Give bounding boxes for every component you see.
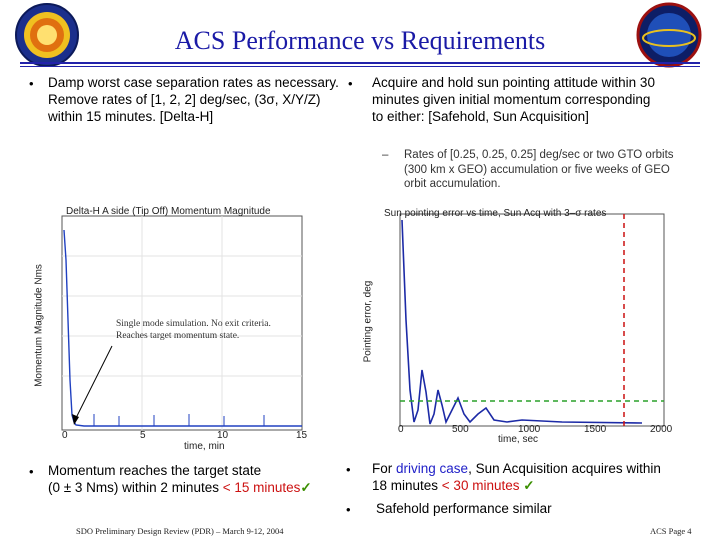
lws-logo xyxy=(636,2,702,68)
pointing-plot-xlabel: time, sec xyxy=(498,434,539,445)
footer-left: SDO Preliminary Design Review (PDR) – Ma… xyxy=(76,526,284,536)
bullet-marker: • xyxy=(348,76,353,91)
sub-bullet-marker: – xyxy=(382,149,389,161)
page-number: ACS Page 4 xyxy=(650,526,692,536)
momentum-plot-title: Delta-H A side (Tip Off) Momentum Magnit… xyxy=(66,206,271,217)
bullet-marker: • xyxy=(29,76,34,91)
requirement-rates-subtext: Rates of [0.25, 0.25, 0.25] deg/sec or t… xyxy=(404,149,674,190)
momentum-plot xyxy=(24,200,314,458)
momentum-plot-ylabel: Momentum Magnitude Nms xyxy=(33,264,45,387)
momentum-result-text: Momentum reaches the target state (0 ± 3… xyxy=(48,463,312,495)
pointing-error-plot xyxy=(362,200,672,450)
sun-acquisition-result-text: For driving case, Sun Acquisition acquir… xyxy=(372,461,661,493)
driving-case-highlight: driving case xyxy=(396,461,469,476)
momentum-plot-xticks: 0 5 10 15 xyxy=(62,430,308,441)
simulation-annotation: Single mode simulation. No exit criteria… xyxy=(116,319,271,341)
page-title: ACS Performance vs Requirements xyxy=(174,26,546,55)
title-divider-thin xyxy=(20,66,700,67)
bullet-marker: • xyxy=(346,502,351,517)
bullet-marker: • xyxy=(29,464,34,479)
pointing-plot-xticks: 0 500 1000 1500 2000 xyxy=(398,424,673,435)
momentum-requirement-highlight: < 15 minutes xyxy=(222,480,301,495)
requirement-damp-text: Damp worst case separation rates as nece… xyxy=(48,75,339,124)
bullet-marker: • xyxy=(346,462,351,477)
check-icon: ✓ xyxy=(300,480,312,495)
pointing-plot-ylabel: Pointing error, deg xyxy=(362,280,374,363)
momentum-plot-xlabel: time, min xyxy=(184,441,225,452)
pointing-plot-title: Sun pointing error vs time, Sun Acq with… xyxy=(384,208,607,219)
sdo-logo xyxy=(14,2,80,68)
safehold-result-text: Safehold performance similar xyxy=(376,501,552,516)
title-divider xyxy=(20,62,700,64)
requirement-acquire-text: Acquire and hold sun pointing attitude w… xyxy=(372,75,655,124)
sun-acq-requirement-highlight: < 30 minutes xyxy=(441,478,520,493)
check-icon: ✓ xyxy=(523,478,535,493)
